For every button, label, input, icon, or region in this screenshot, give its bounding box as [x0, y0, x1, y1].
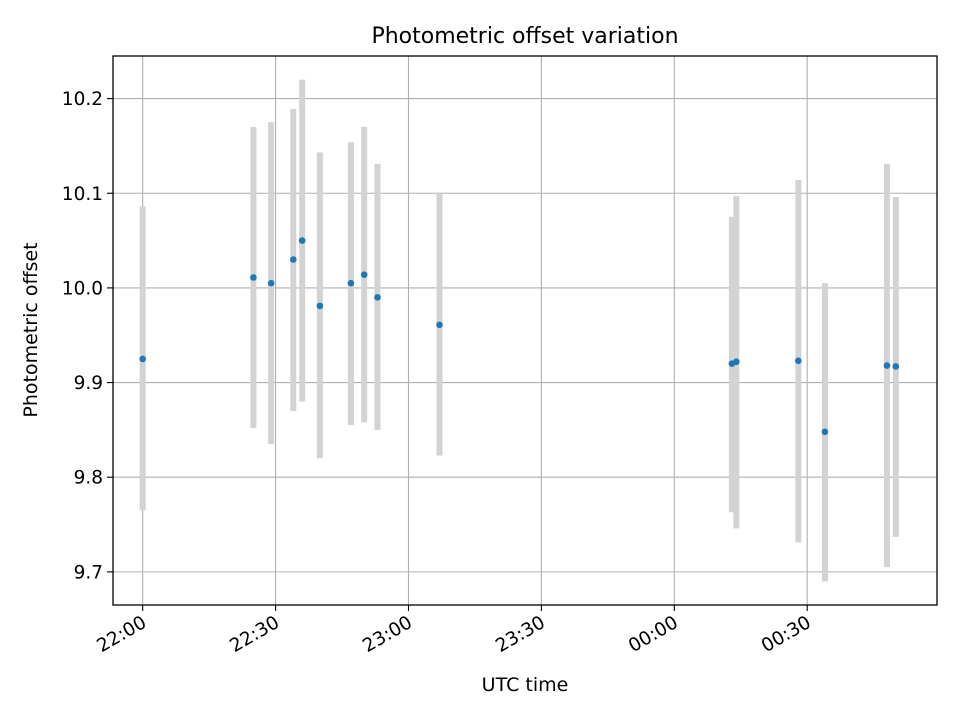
y-tick-label: 9.9: [74, 373, 103, 394]
y-axis-label: Photometric offset: [20, 242, 42, 417]
data-point: [290, 256, 297, 263]
x-tick-label: 00:30: [758, 612, 815, 657]
y-tick-label: 9.7: [74, 562, 103, 583]
data-point: [892, 363, 900, 370]
y-tick-label: 10.0: [62, 278, 103, 299]
data-point: [821, 428, 829, 436]
data-point: [436, 321, 443, 329]
data-point: [360, 271, 368, 278]
data-point: [298, 237, 306, 244]
data-points: [139, 237, 900, 436]
data-point: [347, 279, 355, 287]
plot-area-frame: [112, 55, 938, 606]
error-bars: [139, 79, 899, 582]
data-point: [883, 362, 891, 369]
x-tick-label: 22:30: [226, 612, 283, 657]
data-point: [267, 279, 275, 287]
x-axis-label: UTC time: [482, 674, 569, 696]
chart-title: Photometric offset variation: [371, 24, 678, 49]
y-axis-ticks: 9.7 9.8 9.9 10.0 10.1 10.2: [62, 89, 113, 583]
x-tick-label: 23:00: [359, 612, 416, 657]
x-tick-label: 22:00: [93, 612, 150, 657]
data-point: [795, 357, 802, 365]
x-tick-label: 23:30: [492, 612, 549, 657]
y-tick-label: 10.1: [62, 184, 103, 205]
data-point: [250, 274, 257, 281]
x-tick-label: 00:00: [625, 612, 682, 657]
data-point: [316, 302, 324, 310]
data-point: [374, 294, 381, 301]
data-point: [733, 358, 740, 366]
y-tick-label: 9.8: [74, 468, 103, 489]
grid-lines: [113, 56, 937, 605]
x-axis-ticks: 22:00 22:30 23:00 23:30 00:00 00:30: [93, 605, 815, 657]
y-tick-label: 10.2: [62, 89, 103, 110]
data-point: [139, 355, 146, 363]
